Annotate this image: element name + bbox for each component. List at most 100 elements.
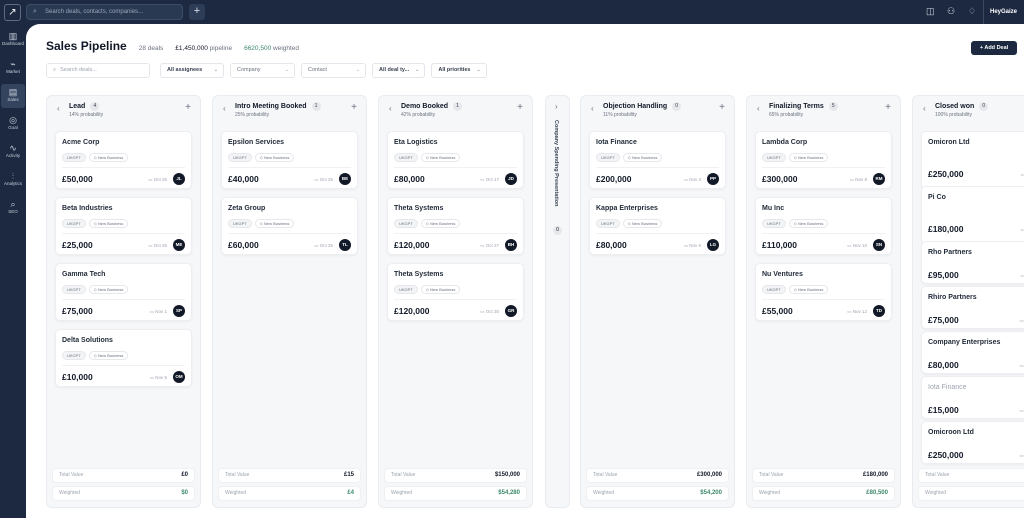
owner-avatar[interactable]: SP (173, 305, 185, 317)
deal-search-input[interactable]: ⌕ Search deals... (46, 63, 150, 78)
owner-avatar[interactable]: SN (873, 239, 885, 251)
deal-card[interactable]: Iota Finance UKGPT ◇ New Business £200,000 ▭… (589, 131, 726, 189)
deal-card[interactable]: Pi Co £180,000 ▭ Oct (921, 186, 1024, 244)
owner-avatar[interactable]: JL (173, 173, 185, 185)
user-menu[interactable]: HeyGaize (983, 0, 1024, 24)
deal-card[interactable]: Rhiro Partners £75,000 ▭ Nov (921, 286, 1024, 329)
bell-icon[interactable]: ♢ (968, 6, 977, 16)
deal-card[interactable]: Epsilon Services UKGPT ◇ New Business £40,0… (221, 131, 358, 189)
chevron-right-icon[interactable]: › (555, 102, 558, 111)
sidebar-item-seo[interactable]: ⌕ SEO (1, 196, 25, 220)
company-filter[interactable]: Company ⌄ (230, 63, 295, 78)
deal-date-text: Oct 25 (153, 177, 167, 182)
deal-card[interactable]: Iota Finance £15,000 ▭ Nov (921, 376, 1024, 419)
deal-amount: £120,000 (394, 306, 430, 316)
chevron-left-icon[interactable]: ‹ (389, 104, 392, 113)
deal-card[interactable]: Theta Systems UKGPT ◇ New Business £120,000… (387, 263, 524, 321)
calendar-icon: ▭ (683, 177, 690, 182)
collapsed-column[interactable]: › Company Spending Presentation 0 (545, 95, 570, 508)
owner-avatar[interactable]: OM (173, 371, 185, 383)
deal-card[interactable]: Company Enterprises £80,000 ▭ Nov (921, 331, 1024, 374)
chevron-left-icon[interactable]: ‹ (57, 104, 60, 113)
owner-avatar[interactable]: BE (339, 173, 351, 185)
deal-card[interactable]: Gamma Tech UKGPT ◇ New Business £75,000 ▭ No… (55, 263, 192, 321)
chevron-left-icon[interactable]: ‹ (757, 104, 760, 113)
pipeline-column: ‹ Objection Handling 0 11% probability + Iota… (580, 95, 735, 508)
owner-avatar[interactable]: GR (505, 305, 517, 317)
global-search-input[interactable]: ⌕ Search deals, contacts, companies... (26, 4, 183, 20)
total-value-label: Total Value (593, 472, 618, 478)
deal-category-tag: ◇ New Business (788, 219, 829, 228)
deal-tags: UKGPT ◇ New Business (394, 285, 461, 294)
column-name: Closed won (935, 103, 975, 110)
sidebar-item-dashboard[interactable]: ▥ Dashboard (1, 28, 25, 52)
deal-company: Beta Industries (62, 205, 113, 212)
app-logo-icon[interactable]: ↗ (4, 4, 21, 21)
deal-card[interactable]: Acme Corp UKGPT ◇ New Business £50,000 ▭ Oct… (55, 131, 192, 189)
owner-avatar[interactable]: RM (873, 173, 885, 185)
deal-search-placeholder: Search deals... (60, 67, 97, 73)
owner-avatar[interactable]: TL (339, 239, 351, 251)
sidebar-item-activity[interactable]: ∿ Activity (1, 140, 25, 164)
deal-card[interactable]: Lambda Corp UKGPT ◇ New Business £300,000 ▭ … (755, 131, 892, 189)
sidebar-item-label: Sales (7, 97, 19, 102)
deal-card[interactable]: Omicroon Ltd £250,000 ▭ Nov (921, 421, 1024, 464)
deal-card[interactable]: Zeta Group UKGPT ◇ New Business £60,000 ▭ Oc… (221, 197, 358, 255)
add-card-icon[interactable]: + (351, 102, 357, 113)
deal-card[interactable]: Beta Industries UKGPT ◇ New Business £25,00… (55, 197, 192, 255)
deal-amount: £300,000 (762, 174, 798, 184)
card-divider (762, 233, 885, 234)
analytics-icon: ⫶ (11, 171, 15, 181)
add-card-icon[interactable]: + (885, 102, 891, 113)
deal-card[interactable]: Delta Solutions UKGPT ◇ New Business £10,00… (55, 329, 192, 387)
deal-card[interactable]: Rho Partners £95,000 ▭ Oct (921, 241, 1024, 284)
sidebar-item-goal[interactable]: ◎ Goal (1, 112, 25, 136)
deal-card[interactable]: Omicron Ltd £250,000 ▭ Oct (921, 131, 1024, 189)
add-card-icon[interactable]: + (517, 102, 523, 113)
deal-category-tag: ◇ New Business (420, 219, 461, 228)
users-icon[interactable]: ⚇ (947, 6, 956, 16)
deal-date: ▭ Nov 12 (847, 309, 867, 315)
chevron-left-icon[interactable]: ‹ (223, 104, 226, 113)
owner-avatar[interactable]: BH (505, 239, 517, 251)
owner-avatar[interactable]: TD (873, 305, 885, 317)
deal-amount: £75,000 (62, 306, 93, 316)
tag-icon: ◇ (627, 155, 632, 160)
weighted-value-row: Weighted $54,200 (586, 486, 729, 501)
priorities-filter[interactable]: All priorities ⌄ (431, 63, 487, 78)
tag-icon: ◇ (425, 221, 430, 226)
contact-filter[interactable]: Contact ⌄ (301, 63, 366, 78)
deal-date-text: Oct 30 (485, 309, 499, 314)
deal-date: ▭ Nov (1019, 453, 1024, 459)
owner-avatar[interactable]: JD (505, 173, 517, 185)
add-card-icon[interactable]: + (185, 102, 191, 113)
deal-card[interactable]: Kappa Enterprises UKGPT ◇ New Business £80,… (589, 197, 726, 255)
deal-type-filter[interactable]: All deal ty... ⌄ (372, 63, 426, 78)
sidebar-item-label: Dashboard (1, 41, 24, 46)
deal-category-label: New Business (631, 221, 658, 226)
market-icon: ⌁ (10, 59, 16, 69)
total-value-label: Total Value (759, 472, 784, 478)
deal-card[interactable]: Theta Systems UKGPT ◇ New Business £120,000… (387, 197, 524, 255)
deal-card[interactable]: Mu Inc UKGPT ◇ New Business £110,000 ▭ Nov 1… (755, 197, 892, 255)
chevron-left-icon[interactable]: ‹ (923, 104, 926, 113)
sidebar-item-sales[interactable]: ▤ Sales (1, 84, 25, 108)
deal-category-tag: ◇ New Business (420, 285, 461, 294)
sidebar-item-market[interactable]: ⌁ Market (1, 56, 25, 80)
deal-date: ▭ Nov 10 (847, 243, 867, 249)
add-deal-button[interactable]: + Add Deal (971, 41, 1017, 55)
book-icon[interactable]: ◫ (926, 6, 935, 16)
owner-avatar[interactable]: LG (707, 239, 719, 251)
calendar-icon: ▭ (148, 243, 154, 248)
deal-card[interactable]: Nu Ventures UKGPT ◇ New Business £55,000 ▭ N… (755, 263, 892, 321)
assignees-filter[interactable]: All assignees ⌄ (160, 63, 224, 78)
sidebar-item-analytics[interactable]: ⫶ Analytics (1, 168, 25, 192)
add-card-icon[interactable]: + (719, 102, 725, 113)
owner-avatar[interactable]: PP (707, 173, 719, 185)
owner-avatar[interactable]: ME (173, 239, 185, 251)
quick-add-button[interactable]: + (189, 4, 205, 20)
deal-card[interactable]: Eta Logistics UKGPT ◇ New Business £80,000 ▭… (387, 131, 524, 189)
pipeline-label: pipeline (209, 45, 233, 52)
calendar-icon: ▭ (480, 243, 486, 248)
chevron-left-icon[interactable]: ‹ (591, 104, 594, 113)
